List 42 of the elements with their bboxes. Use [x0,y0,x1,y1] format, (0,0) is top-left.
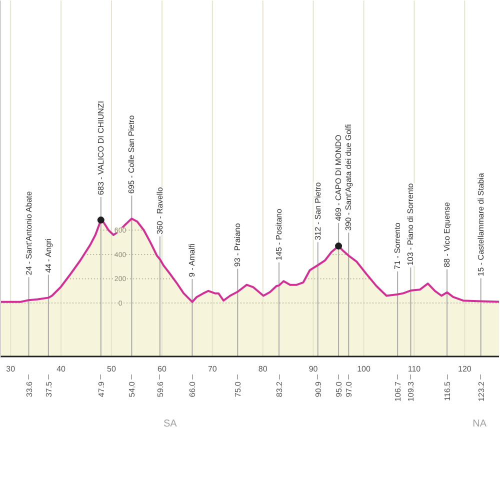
ref-line-label: 103 - Piano di Sorrento [406,182,416,266]
x-tick-label: 110 [408,364,422,374]
x-tick-label: 100 [357,364,371,374]
text: NA [472,418,487,430]
x2-tick-label: 75.0 [234,380,243,398]
ref-line-label: 15 - Castellammare di Stabia [476,172,486,276]
x-tick-label: 30 [6,364,16,374]
ref-line-label: 145 - Positano [274,208,284,260]
ref-line-label: 71 - Sorrento [393,222,402,270]
text: SA [163,418,178,430]
x2-tick-label: 97.0 [344,380,354,398]
x2-tick-label: 116.5 [443,380,452,401]
x2-tick-label: 83.2 [275,380,284,398]
x2-tick-label: 109.3 [406,380,416,402]
ref-line-label: 44 - Angri [44,238,53,273]
x2-tick-label: 123.2 [476,380,486,402]
ref-line-label: 469 - CAPO DI MONDO [334,134,344,222]
x-tick-label: 70 [208,364,218,374]
ref-line-label: 695 - Colle San Pietro [127,114,136,194]
x-tick-label: 90 [308,364,318,374]
ref-line-label: 93 - Praiano [233,222,242,267]
ref-line-label: 9 - Amalfi [188,243,197,277]
x2-tick-label: 54.0 [128,380,137,398]
x-tick-label: 60 [158,364,167,374]
x-tick-label: 40 [56,364,66,374]
x2-tick-label: 37.5 [44,380,54,398]
x2-tick-label: 47.9 [96,380,106,398]
x2-tick-label: 90.9 [314,380,323,398]
x-tick-label: 120 [458,364,472,374]
ref-line-label: 683 - VALICO DI CHIUNZI [96,100,106,196]
x2-tick-label: 59.6 [156,380,165,398]
x2-tick-label: 66.0 [188,380,198,398]
x2-tick-label: 95.0 [334,380,344,398]
x2-tick-label: 33.6 [24,380,34,398]
ref-line-label: 360 - Ravello [155,186,164,234]
x2-tick-label: 106.7 [394,380,403,402]
x-tick-label: 80 [258,364,268,374]
ref-line-label: 312 - San Pietro [313,182,322,240]
ref-line-label: 24 - Sant'Antonio Abate [24,190,34,276]
ref-line-label: 390 - Sant'Agata dei due Golfi [344,124,354,231]
ref-line-label: 88 - Vico Equense [442,202,452,268]
x-tick-label: 50 [107,364,116,374]
